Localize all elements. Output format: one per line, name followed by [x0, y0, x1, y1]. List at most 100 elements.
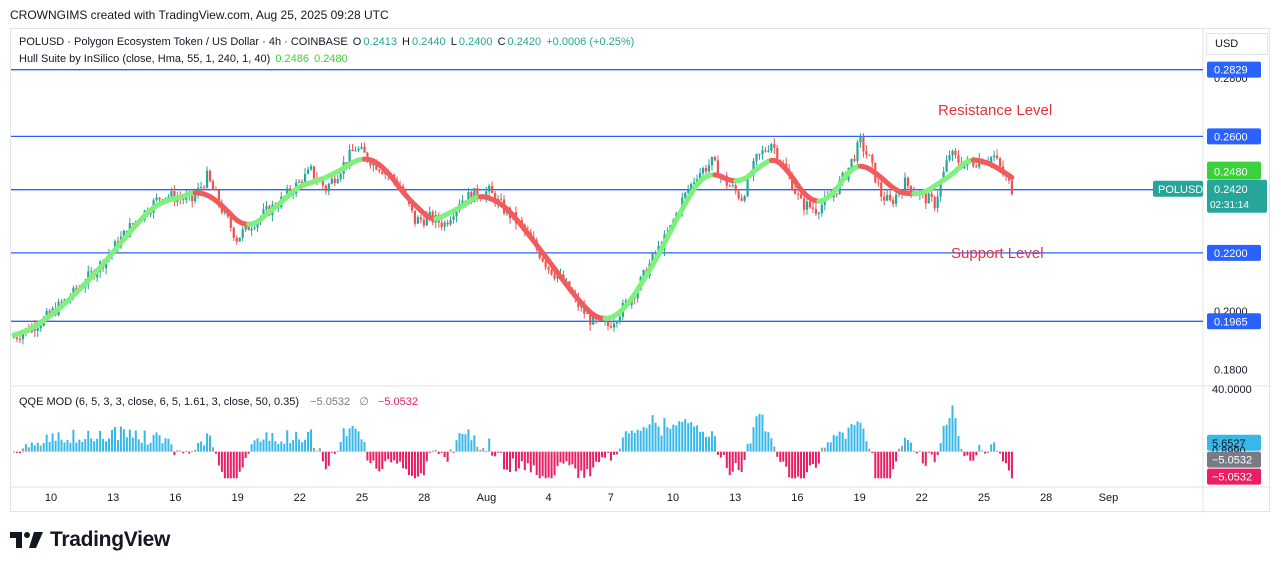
- qqe-histogram-bar: [39, 445, 42, 452]
- qqe-histogram-bar: [277, 443, 280, 452]
- qqe-histogram-bar: [152, 434, 155, 452]
- qqe-histogram-bar: [782, 451, 785, 462]
- qqe-histogram-bar: [811, 451, 814, 464]
- candle-body: [461, 200, 464, 204]
- qqe-histogram-bar: [36, 442, 39, 452]
- indicator-legend: Hull Suite by InSilico (close, Hma, 55, …: [19, 53, 350, 65]
- qqe-histogram-bar: [773, 446, 776, 452]
- qqe-histogram-bar: [523, 451, 526, 471]
- qqe-histogram-bar: [384, 451, 387, 462]
- qqe-histogram-bar: [936, 451, 939, 456]
- qqe-histogram-bar: [111, 430, 114, 452]
- candle-body: [241, 229, 244, 238]
- candle-body: [36, 328, 39, 331]
- candle-body: [654, 253, 657, 255]
- qqe-histogram-bar: [535, 451, 538, 475]
- qqe-histogram-bar: [286, 430, 289, 452]
- qqe-histogram-bar: [838, 431, 841, 452]
- qqe-histogram-bar: [624, 431, 627, 452]
- candle-body: [449, 219, 452, 225]
- qqe-histogram-bar: [464, 434, 467, 452]
- candle-body: [351, 149, 354, 152]
- qqe-histogram-bar: [491, 451, 494, 456]
- qqe-histogram-bar: [410, 451, 413, 476]
- chart-frame[interactable]: Resistance Level Support Level 0.2800 0.200…: [10, 28, 1271, 513]
- qqe-histogram-bar: [108, 438, 111, 452]
- candle-body: [586, 313, 589, 315]
- qqe-histogram-bar: [375, 451, 378, 469]
- qqe-histogram-bar: [743, 451, 746, 461]
- qqe-histogram-bar: [589, 451, 592, 477]
- qqe-histogram-bar: [598, 451, 601, 463]
- candle-body: [217, 190, 221, 205]
- candle-body: [1007, 176, 1011, 181]
- qqe-histogram-bar: [143, 430, 146, 452]
- candle-body: [303, 173, 307, 185]
- qqe-histogram-bar: [357, 431, 360, 452]
- currency-button[interactable]: USD: [1206, 33, 1268, 55]
- candle-body: [767, 150, 770, 152]
- candle-body: [339, 173, 342, 179]
- qqe-histogram-bar: [1007, 451, 1010, 471]
- qqe-histogram-bar: [984, 451, 987, 454]
- candle-body: [993, 155, 996, 158]
- candle-body: [45, 310, 48, 318]
- open-value: 0.2413: [363, 36, 397, 48]
- qqe-histogram-bar: [693, 426, 696, 452]
- candle-body: [589, 313, 592, 325]
- qqe-histogram-bar: [716, 451, 719, 455]
- qqe-histogram-bar: [307, 431, 310, 452]
- candle-body: [194, 195, 197, 202]
- qqe-histogram-bar: [541, 451, 544, 477]
- high-label: H: [402, 36, 410, 48]
- qqe-histogram-bar: [102, 438, 105, 452]
- qqe-histogram-bar: [892, 451, 895, 470]
- candle-body: [814, 208, 817, 214]
- candle-body: [369, 160, 372, 166]
- qqe-histogram-bar: [247, 451, 250, 454]
- qqe-histogram-bar: [473, 435, 476, 452]
- qqe-histogram-bar: [262, 439, 265, 452]
- candle-body: [651, 253, 654, 264]
- candle-body: [419, 217, 422, 220]
- candle-body: [624, 300, 627, 303]
- candle-body: [309, 166, 313, 170]
- qqe-histogram-bar: [372, 451, 375, 461]
- qqe-histogram-bar: [182, 451, 185, 454]
- qqe-histogram-bar: [87, 430, 90, 452]
- hull-suite-segment: [1006, 172, 1015, 180]
- candle-body: [859, 136, 862, 143]
- qqe-histogram-bar: [321, 451, 324, 462]
- qqe-histogram-bar: [859, 422, 862, 452]
- qqe-histogram-bar: [871, 451, 874, 454]
- qqe-histogram-bar: [699, 431, 702, 452]
- qqe-histogram-bar: [734, 451, 737, 463]
- candle-body: [906, 177, 910, 186]
- candle-body: [612, 323, 616, 328]
- qqe-histogram-bar: [191, 451, 194, 453]
- qqe-histogram-bar: [27, 447, 30, 452]
- symbol-tag-box[interactable]: [1153, 180, 1203, 197]
- time-tick-label: 25: [978, 492, 990, 504]
- qqe-histogram-bar: [571, 451, 574, 465]
- qqe-histogram-bar: [927, 451, 930, 453]
- candle-body: [737, 191, 740, 199]
- tradingview-logo[interactable]: TradingView: [10, 528, 170, 552]
- qqe-histogram-bar: [455, 440, 458, 452]
- qqe-histogram-bar: [30, 442, 33, 452]
- qqe-histogram-bar: [402, 451, 405, 469]
- qqe-histogram-bar: [69, 442, 72, 452]
- qqe-histogram-bar: [707, 436, 710, 452]
- qqe-histogram-bar: [642, 426, 645, 452]
- high-value: 0.2440: [412, 36, 446, 48]
- qqe-histogram-bar: [556, 451, 559, 467]
- qqe-histogram-bar: [419, 451, 422, 474]
- qqe-histogram-bar: [96, 438, 99, 452]
- qqe-histogram-bar: [345, 436, 348, 452]
- qqe-histogram-bar: [461, 433, 464, 452]
- candle-body: [211, 181, 215, 190]
- candle-body: [247, 224, 250, 231]
- qqe-histogram-bar: [176, 450, 179, 452]
- candle-body: [158, 197, 161, 200]
